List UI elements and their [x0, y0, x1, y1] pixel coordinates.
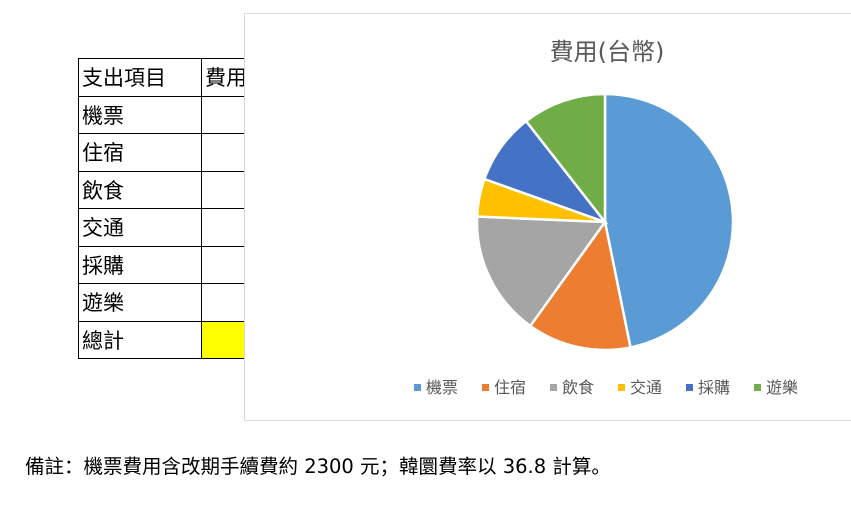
item-cell: 採購	[78, 245, 202, 284]
pie-slice-3	[475, 215, 608, 328]
pie-slice-1	[603, 92, 735, 349]
chart-legend: 機票 住宿 飲食 交通 採購 遊樂	[414, 378, 798, 397]
item-cell: 飲食	[78, 170, 202, 209]
pie-slice-6	[524, 92, 607, 226]
legend-swatch-2	[482, 384, 489, 391]
footnote: 備註：機票費用含改期手續費約 2300 元；韓圜費率以 36.8 計算。	[25, 455, 611, 478]
legend-swatch-4	[618, 384, 625, 391]
legend-swatch-5	[686, 384, 693, 391]
legend-label-5: 採購	[698, 378, 730, 397]
legend-label-1: 機票	[426, 378, 458, 397]
legend-swatch-1	[414, 384, 421, 391]
legend-label-6: 遊樂	[766, 378, 798, 397]
item-cell: 機票	[78, 95, 202, 134]
item-cell: 遊樂	[78, 283, 202, 322]
item-cell: 住宿	[78, 133, 202, 172]
legend-swatch-6	[754, 384, 761, 391]
legend-label-4: 交通	[630, 378, 662, 397]
chart-title: 費用(台幣)	[550, 38, 665, 66]
legend-swatch-3	[550, 384, 557, 391]
chart-panel: 費用(台幣) 機票 住宿 飲食 交通 採購 遊樂	[244, 13, 851, 421]
legend-label-2: 住宿	[494, 378, 526, 397]
pie-slices	[475, 92, 735, 352]
item-cell: 交通	[78, 208, 202, 247]
pie-chart: 費用(台幣) 機票 住宿 飲食 交通 採購 遊樂	[414, 38, 798, 397]
pie-slice-2	[528, 218, 632, 352]
total-label: 總計	[78, 320, 202, 359]
legend-label-3: 飲食	[562, 378, 594, 397]
header-item: 支出項目	[78, 58, 202, 97]
